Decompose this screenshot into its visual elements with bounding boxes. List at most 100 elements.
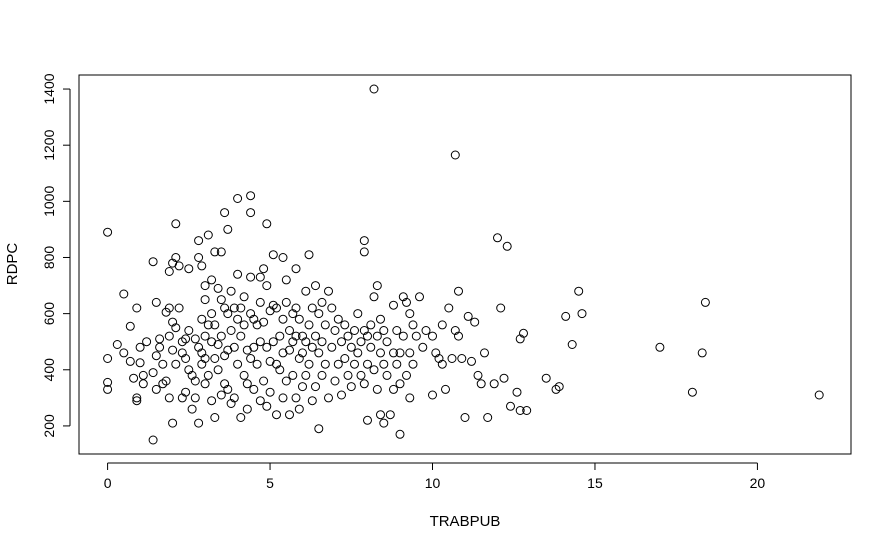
data-point (262, 342, 272, 352)
data-point (311, 331, 320, 341)
data-point (522, 406, 532, 415)
data-point (135, 342, 145, 352)
data-point (337, 390, 346, 400)
data-point (288, 309, 298, 319)
data-point (415, 292, 424, 302)
data-point (301, 370, 311, 380)
data-point (421, 326, 431, 335)
data-point (506, 401, 515, 411)
y-axis-label: RDPC (4, 243, 21, 286)
data-point (350, 359, 359, 369)
data-point (395, 348, 405, 358)
data-point (333, 359, 343, 369)
data-point (405, 348, 415, 358)
data-point (220, 303, 230, 313)
data-point (444, 303, 454, 313)
data-point (551, 384, 561, 394)
data-point (437, 359, 447, 369)
data-point (294, 404, 304, 414)
data-point (181, 334, 191, 344)
data-point (330, 376, 340, 386)
data-point (129, 373, 139, 383)
x-tick-label: 20 (750, 475, 766, 491)
data-point (330, 326, 340, 335)
data-point (655, 342, 665, 352)
data-point (223, 384, 233, 394)
data-point (190, 376, 200, 386)
data-point (216, 331, 226, 341)
data-point (265, 306, 275, 316)
data-point (242, 404, 252, 414)
data-point (814, 390, 824, 400)
data-point (259, 264, 269, 274)
data-point (311, 281, 320, 291)
x-axis: 0 5 10 15 20 (104, 462, 766, 491)
data-point (320, 320, 330, 330)
data-point (450, 326, 460, 335)
data-point (190, 334, 200, 344)
data-point (298, 382, 307, 392)
data-point (210, 247, 220, 257)
data-point (476, 379, 486, 389)
data-point (385, 410, 395, 420)
data-point (233, 194, 243, 203)
data-point (291, 264, 301, 274)
data-point (687, 387, 697, 397)
data-point (515, 406, 525, 415)
data-point (372, 384, 382, 394)
data-point (132, 393, 142, 403)
data-point (200, 331, 210, 341)
data-point (135, 358, 145, 368)
data-point (285, 326, 294, 335)
data-point (327, 303, 337, 313)
data-point (317, 297, 327, 307)
data-point (359, 326, 369, 335)
data-point (164, 267, 174, 276)
data-point (262, 281, 272, 291)
data-point (359, 247, 369, 257)
data-point (567, 340, 577, 349)
data-point (489, 379, 499, 389)
data-point (259, 376, 269, 386)
data-point (405, 309, 415, 319)
data-point (304, 359, 314, 369)
data-point (200, 379, 210, 389)
data-point (158, 359, 168, 369)
data-point (223, 309, 233, 319)
data-point (164, 393, 174, 403)
data-point (112, 340, 122, 349)
data-point (275, 331, 285, 341)
data-point (281, 376, 291, 386)
y-tick-label: 200 (41, 414, 57, 438)
data-point (541, 373, 551, 383)
data-point (441, 384, 450, 394)
data-point (502, 241, 512, 251)
y-tick-label: 800 (41, 246, 57, 270)
data-point (142, 337, 152, 347)
data-point (291, 331, 301, 341)
data-point (454, 286, 463, 296)
data-point (350, 326, 359, 335)
data-point (210, 413, 220, 422)
data-point (395, 429, 405, 439)
data-point (213, 283, 223, 293)
data-point (268, 250, 278, 260)
data-point (307, 396, 317, 406)
data-point (164, 331, 174, 341)
data-point (304, 250, 314, 260)
y-tick-label: 1200 (41, 129, 57, 160)
y-tick-label: 600 (41, 302, 57, 326)
data-point (268, 300, 278, 310)
data-point (236, 303, 246, 313)
data-point (119, 348, 129, 358)
data-point (389, 300, 398, 310)
data-point (148, 368, 158, 378)
data-point (181, 387, 191, 397)
data-point (174, 261, 184, 271)
data-point (207, 396, 217, 406)
data-point (171, 219, 181, 229)
data-point (324, 393, 333, 403)
data-point (389, 348, 398, 358)
data-point (216, 390, 226, 400)
